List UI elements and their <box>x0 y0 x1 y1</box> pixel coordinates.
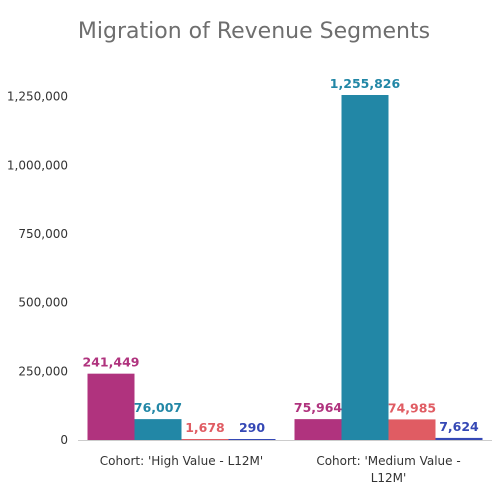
category-label: Cohort: 'High Value - L12M' <box>100 454 263 468</box>
data-label: 7,624 <box>439 419 479 434</box>
y-tick-label: 750,000 <box>18 227 68 241</box>
bar <box>388 419 436 440</box>
data-label: 1,255,826 <box>330 76 401 91</box>
y-axis: 0 250,000 500,000 750,000 1,000,000 1,250,000 <box>7 90 68 447</box>
bar <box>134 419 182 440</box>
bars <box>87 94 483 440</box>
data-label: 290 <box>239 420 265 435</box>
y-tick-label: 250,000 <box>18 364 68 378</box>
bar <box>181 439 229 440</box>
y-tick-label: 0 <box>60 433 68 447</box>
y-tick-label: 1,250,000 <box>7 90 68 104</box>
data-label: 1,678 <box>185 420 225 435</box>
bar <box>87 373 135 440</box>
x-axis: Cohort: 'High Value - L12M' Cohort: 'Medi… <box>78 440 492 485</box>
bar <box>435 437 483 440</box>
bar <box>341 94 389 440</box>
bar <box>228 439 276 440</box>
data-label: 76,007 <box>134 400 182 415</box>
data-label: 241,449 <box>83 355 140 370</box>
category-label: Cohort: 'Medium Value -L12M' <box>316 454 460 485</box>
y-tick-label: 500,000 <box>18 296 68 310</box>
chart-title: Migration of Revenue Segments <box>78 19 430 44</box>
data-label: 75,964 <box>294 400 343 415</box>
data-label: 74,985 <box>388 400 436 415</box>
bar <box>294 419 342 440</box>
y-tick-label: 1,000,000 <box>7 158 68 172</box>
